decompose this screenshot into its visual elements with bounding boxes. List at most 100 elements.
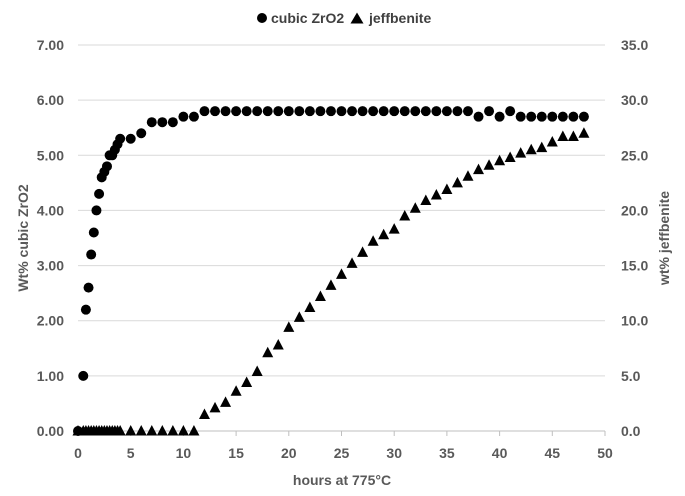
- data-point-cubic-zro2: [505, 106, 516, 117]
- y-left-tick-label: 3.00: [37, 258, 64, 274]
- legend-label-jeffbenite: jeffbenite: [368, 10, 431, 26]
- data-point-cubic-zro2: [473, 111, 484, 122]
- data-point-cubic-zro2: [547, 111, 558, 122]
- data-point-cubic-zro2: [494, 111, 505, 122]
- data-point-cubic-zro2: [420, 106, 431, 117]
- y-right-tick-label: 35.0: [621, 37, 648, 53]
- y-left-tick-label: 5.00: [37, 147, 64, 163]
- x-axis-ticks: 0 5 10 15 20 25 30 35 40 45 50: [74, 431, 613, 461]
- y-right-axis-title: wt% jeffbenite: [656, 191, 672, 286]
- data-point-jeffbenite: [241, 376, 253, 387]
- legend-label-cubic-zro2: cubic ZrO2: [271, 10, 344, 26]
- data-point-cubic-zro2: [368, 106, 379, 117]
- data-point-jeffbenite: [367, 235, 379, 246]
- x-tick-label: 15: [228, 445, 244, 461]
- data-point-jeffbenite: [125, 425, 137, 436]
- y-right-tick-label: 10.0: [621, 313, 648, 329]
- data-point-jeffbenite: [346, 257, 358, 268]
- data-point-cubic-zro2: [199, 106, 210, 117]
- data-point-cubic-zro2: [210, 106, 221, 117]
- data-point-cubic-zro2: [304, 106, 315, 117]
- data-point-jeffbenite: [146, 425, 158, 436]
- data-point-jeffbenite: [399, 209, 411, 221]
- data-point-cubic-zro2: [568, 111, 579, 122]
- data-point-cubic-zro2: [88, 227, 99, 238]
- data-point-jeffbenite: [388, 223, 400, 234]
- data-point-cubic-zro2: [273, 106, 284, 117]
- data-point-cubic-zro2: [536, 111, 547, 122]
- data-point-jeffbenite: [578, 127, 590, 138]
- data-point-cubic-zro2: [188, 111, 199, 122]
- data-point-jeffbenite: [188, 425, 200, 436]
- data-point-cubic-zro2: [357, 106, 368, 117]
- data-point-cubic-zro2: [378, 106, 389, 117]
- data-point-jeffbenite: [420, 194, 432, 206]
- y-left-tick-label: 1.00: [37, 368, 64, 384]
- data-point-cubic-zro2: [157, 117, 168, 128]
- data-point-cubic-zro2: [462, 106, 473, 117]
- data-point-jeffbenite: [357, 246, 369, 257]
- y-left-tick-label: 7.00: [37, 37, 64, 53]
- data-point-jeffbenite: [462, 170, 474, 181]
- y-right-tick-label: 15.0: [621, 258, 648, 274]
- y-left-tick-label: 0.00: [37, 423, 64, 439]
- data-point-jeffbenite: [336, 268, 347, 279]
- data-point-cubic-zro2: [410, 106, 421, 117]
- data-point-jeffbenite: [567, 130, 579, 142]
- data-point-cubic-zro2: [178, 111, 189, 122]
- data-point-cubic-zro2: [80, 304, 91, 315]
- y-left-tick-label: 2.00: [37, 313, 64, 329]
- x-tick-label: 35: [439, 445, 455, 461]
- x-tick-label: 10: [176, 445, 192, 461]
- data-point-cubic-zro2: [399, 106, 410, 117]
- data-point-cubic-zro2: [325, 106, 336, 117]
- y-right-axis-ticks: 0.0 5.0 10.0 15.0 20.0 25.0 30.0 35.0: [621, 37, 648, 439]
- legend-marker-cubic-zro2: [257, 13, 267, 23]
- data-point-jeffbenite: [262, 346, 274, 358]
- y-left-axis-title: Wt% cubic ZrO2: [15, 184, 31, 292]
- data-point-cubic-zro2: [78, 370, 89, 381]
- data-point-cubic-zro2: [125, 133, 136, 144]
- data-point-jeffbenite: [473, 163, 485, 175]
- x-tick-label: 40: [492, 445, 508, 461]
- data-point-jeffbenite: [230, 385, 242, 396]
- data-point-jeffbenite: [272, 338, 284, 350]
- x-tick-label: 0: [74, 445, 82, 461]
- data-point-cubic-zro2: [241, 106, 252, 117]
- data-point-jeffbenite: [451, 176, 463, 188]
- data-point-cubic-zro2: [431, 106, 442, 117]
- data-point-jeffbenite: [515, 147, 527, 158]
- x-tick-label: 20: [281, 445, 297, 461]
- data-point-cubic-zro2: [101, 161, 112, 172]
- y-right-tick-label: 30.0: [621, 92, 648, 108]
- data-point-jeffbenite: [483, 159, 495, 170]
- data-point-jeffbenite: [525, 143, 537, 155]
- data-point-jeffbenite: [177, 425, 189, 436]
- data-point-jeffbenite: [494, 154, 506, 166]
- data-point-cubic-zro2: [86, 249, 97, 260]
- data-point-cubic-zro2: [452, 106, 463, 117]
- x-tick-label: 50: [597, 445, 613, 461]
- data-point-jeffbenite: [220, 396, 232, 407]
- data-point-cubic-zro2: [389, 106, 400, 117]
- data-point-cubic-zro2: [294, 106, 305, 117]
- data-point-jeffbenite: [441, 183, 453, 194]
- data-point-jeffbenite: [304, 301, 316, 312]
- data-point-jeffbenite: [557, 130, 569, 142]
- data-point-cubic-zro2: [526, 111, 537, 122]
- data-point-cubic-zro2: [91, 205, 102, 216]
- data-point-jeffbenite: [430, 188, 442, 200]
- data-point-jeffbenite: [504, 151, 516, 162]
- data-point-jeffbenite: [198, 408, 210, 419]
- x-tick-label: 30: [386, 445, 402, 461]
- data-point-cubic-zro2: [336, 106, 347, 117]
- series-jeffbenite: [72, 127, 590, 436]
- x-tick-label: 25: [334, 445, 350, 461]
- legend: cubic ZrO2 jeffbenite: [257, 10, 431, 26]
- data-point-cubic-zro2: [515, 111, 526, 122]
- data-point-jeffbenite: [156, 425, 168, 436]
- data-point-cubic-zro2: [146, 117, 157, 128]
- data-point-jeffbenite: [293, 311, 305, 322]
- data-point-cubic-zro2: [220, 106, 231, 117]
- data-point-cubic-zro2: [262, 106, 273, 117]
